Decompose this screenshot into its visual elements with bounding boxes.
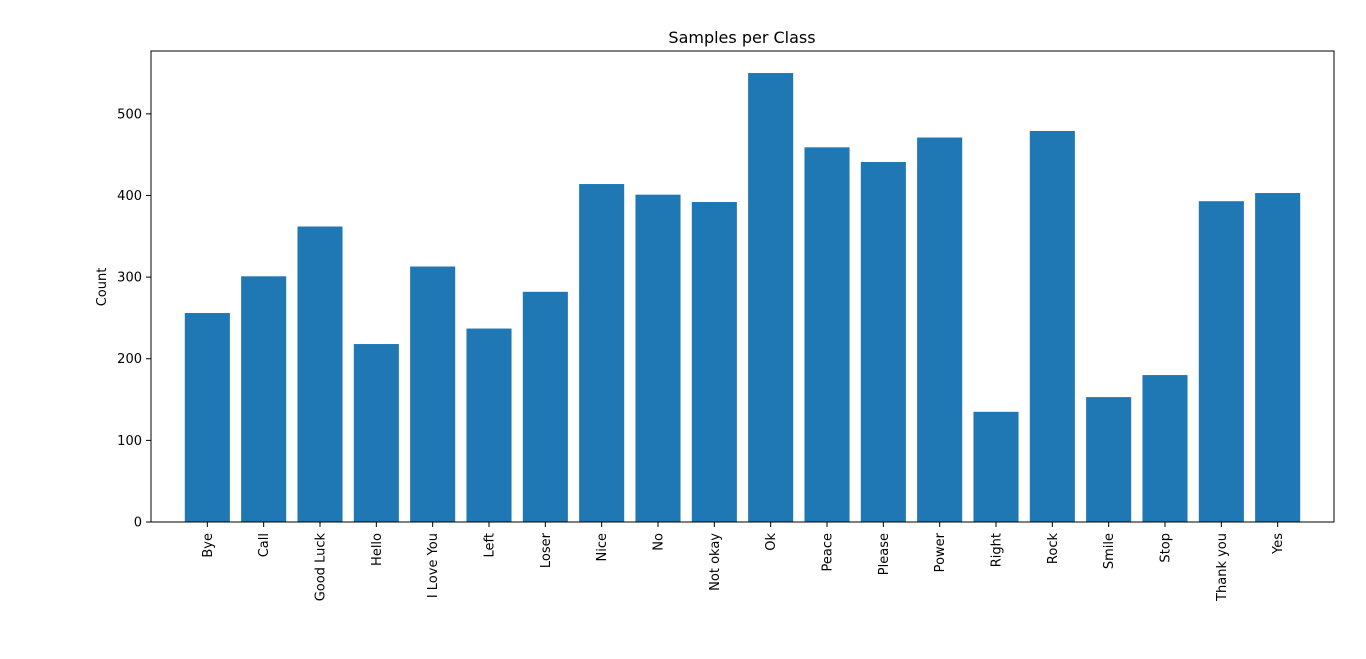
- bars-group: [184, 73, 1301, 523]
- y-axis-ticks: 0 100 200 300 400 500: [117, 107, 151, 531]
- bar: [184, 313, 230, 522]
- bar: [917, 137, 963, 522]
- x-axis-ticks: Bye Call Good Luck Hello I Love You Left Loser…: [201, 522, 1286, 602]
- y-tick-label: 300: [117, 271, 142, 286]
- bar: [804, 147, 850, 522]
- bar: [1142, 375, 1188, 522]
- x-tick-label: Please: [877, 533, 892, 575]
- plot-frame: [150, 50, 1335, 523]
- x-tick-label: Thank you: [1215, 533, 1230, 602]
- y-tick-label: 500: [117, 107, 142, 122]
- x-tick-label: Hello: [370, 533, 385, 566]
- y-tick-label: 0: [134, 516, 142, 531]
- bar: [579, 184, 625, 522]
- x-tick-label: Power: [933, 532, 948, 572]
- bar: [635, 194, 681, 523]
- x-tick-label: I Love You: [426, 533, 441, 598]
- x-tick-label: Good Luck: [314, 533, 329, 602]
- y-tick-label: 200: [117, 352, 142, 367]
- x-tick-label: Left: [483, 533, 498, 557]
- y-tick-label: 400: [117, 189, 142, 204]
- bar: [353, 344, 399, 522]
- x-tick-label: Yes: [1271, 533, 1286, 555]
- y-tick-label: 100: [117, 434, 142, 449]
- x-tick-label: Loser: [539, 532, 554, 568]
- bar: [1029, 130, 1075, 523]
- chart-title: Samples per Class: [668, 28, 815, 47]
- x-tick-label: Right: [990, 533, 1005, 567]
- x-tick-label: Ok: [764, 533, 779, 551]
- bar: [973, 411, 1019, 522]
- x-tick-label: Stop: [1159, 533, 1174, 563]
- x-tick-label: Smile: [1102, 533, 1117, 569]
- x-tick-label: Not okay: [708, 533, 723, 591]
- bar: [466, 328, 512, 522]
- bar: [860, 162, 906, 522]
- x-tick-label: Call: [257, 533, 272, 557]
- y-axis-label: Count: [95, 268, 110, 307]
- x-tick-label: Bye: [201, 533, 216, 558]
- bar: [748, 73, 794, 523]
- bar: [1255, 193, 1301, 522]
- bar: [1086, 397, 1132, 522]
- bar: [241, 276, 287, 522]
- bar: [410, 266, 456, 522]
- x-tick-label: No: [652, 533, 667, 551]
- bar: [522, 291, 568, 522]
- x-tick-label: Nice: [595, 533, 610, 561]
- bar: [691, 202, 737, 523]
- bar: [297, 226, 343, 522]
- x-tick-label: Rock: [1046, 533, 1061, 565]
- x-tick-label: Peace: [821, 533, 836, 572]
- bar: [1198, 201, 1244, 522]
